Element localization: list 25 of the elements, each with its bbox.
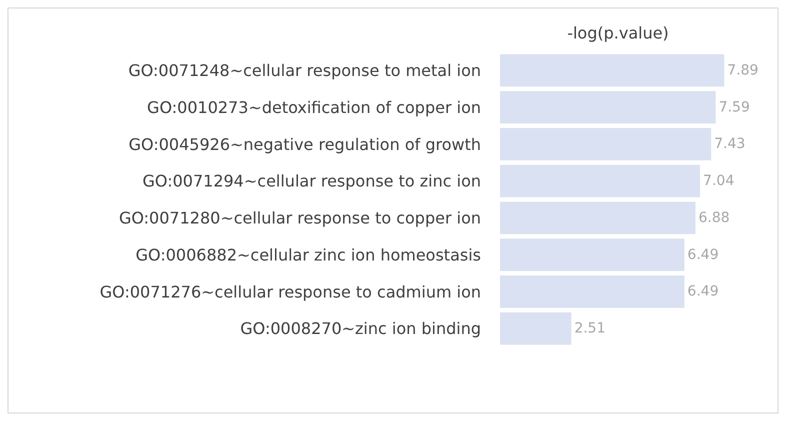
y-tick-label: GO:0045926~negative regulation of growth bbox=[128, 134, 481, 154]
bar bbox=[500, 202, 696, 234]
y-tick-label: GO:0071294~cellular response to zinc ion bbox=[142, 172, 481, 191]
y-tick-label: GO:0006882~cellular zinc ion homeostasis bbox=[136, 245, 481, 264]
data-label: 7.59 bbox=[718, 99, 750, 116]
data-label: 6.88 bbox=[698, 210, 730, 226]
data-label: 7.04 bbox=[703, 173, 734, 190]
data-label: 7.43 bbox=[714, 136, 746, 152]
y-tick-label: GO:0010273~detoxification of copper ion bbox=[147, 98, 481, 117]
data-label: 6.49 bbox=[687, 246, 719, 263]
data-label: 6.49 bbox=[687, 284, 719, 300]
chart-title: -log(p.value) bbox=[567, 24, 669, 43]
y-tick-label: GO:0071280~cellular response to copper ion bbox=[118, 208, 481, 228]
bar bbox=[500, 164, 700, 198]
y-tick-label: GO:0008270~zinc ion binding bbox=[240, 319, 481, 338]
y-tick-label: GO:0071276~cellular response to cadmium ion bbox=[100, 282, 481, 302]
y-tick-label: GO:0071248~cellular response to metal ion bbox=[128, 61, 481, 80]
bar bbox=[500, 54, 724, 87]
data-label: 7.89 bbox=[727, 62, 758, 78]
bar bbox=[500, 91, 716, 124]
data-label: 2.51 bbox=[574, 320, 606, 337]
bar bbox=[500, 312, 572, 345]
bar bbox=[500, 128, 712, 160]
bar bbox=[500, 238, 684, 272]
bar bbox=[500, 275, 684, 308]
